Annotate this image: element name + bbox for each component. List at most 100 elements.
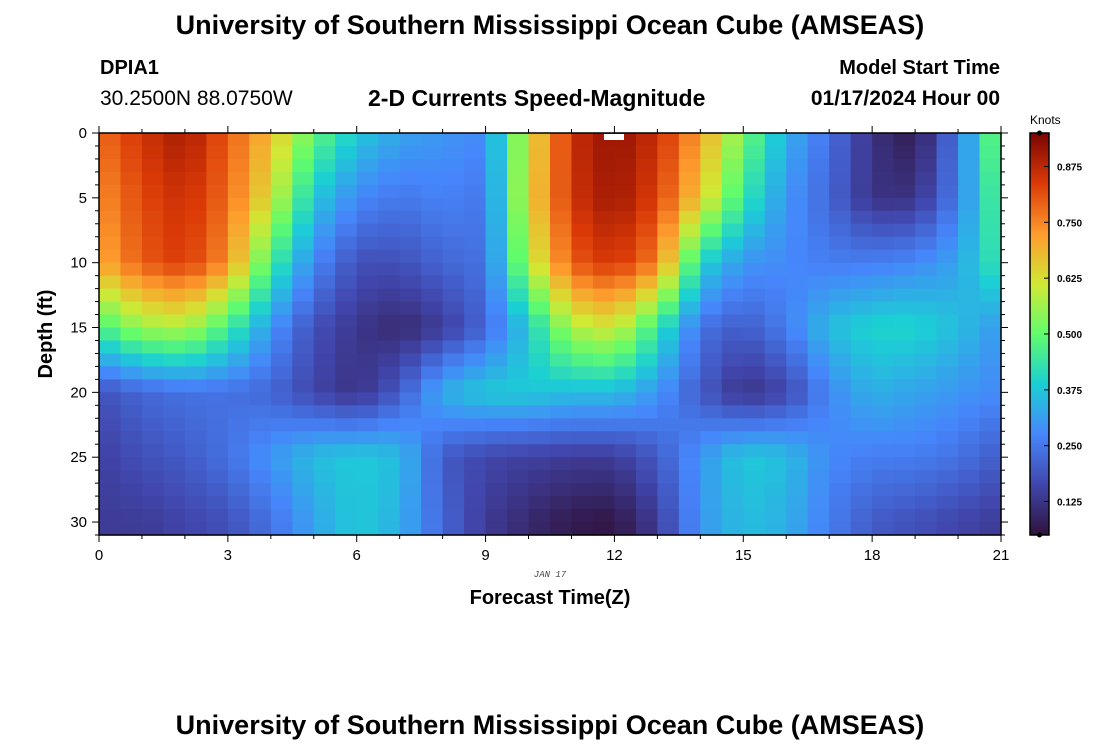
- heatmap-cell: [893, 288, 916, 303]
- heatmap-cell: [421, 210, 444, 225]
- heatmap-cell: [507, 366, 530, 380]
- heatmap-cell: [227, 145, 250, 160]
- heatmap-cell: [915, 223, 938, 238]
- heatmap-cell: [528, 327, 551, 342]
- heatmap-cell: [464, 457, 487, 471]
- heatmap-cell: [635, 171, 658, 186]
- heatmap-cell: [657, 210, 680, 225]
- x-tick-label: 0: [95, 547, 103, 564]
- heatmap-cell: [829, 457, 852, 471]
- heatmap-cell: [507, 483, 530, 497]
- heatmap-cell: [270, 483, 293, 497]
- heatmap-cell: [378, 249, 401, 264]
- x-axis-title: Forecast Time(Z): [470, 587, 631, 609]
- heatmap-cell: [614, 210, 637, 225]
- heatmap-cell: [786, 340, 809, 355]
- heatmap-cell: [786, 496, 809, 510]
- heatmap-cell: [936, 249, 959, 264]
- heatmap-cell: [807, 133, 830, 147]
- heatmap-cell: [915, 522, 938, 536]
- heatmap-cell: [141, 158, 165, 173]
- heatmap-cell: [764, 340, 787, 355]
- heatmap-cell: [850, 457, 873, 471]
- heatmap-cell: [485, 353, 508, 368]
- heatmap-cell: [399, 444, 422, 458]
- heatmap-cell: [141, 431, 165, 445]
- heatmap-cell: [936, 431, 959, 445]
- heatmap-cell: [786, 288, 809, 303]
- heatmap-cell: [700, 470, 723, 484]
- heatmap-cell: [936, 470, 959, 484]
- heatmap-cell: [227, 509, 250, 523]
- heatmap-cell: [206, 275, 229, 290]
- heatmap-cell: [313, 444, 336, 458]
- heatmap-cell: [485, 314, 508, 329]
- heatmap-cell: [893, 353, 916, 368]
- heatmap-cell: [399, 288, 422, 303]
- heatmap-cell: [550, 262, 573, 277]
- heatmap-cell: [507, 262, 530, 277]
- heatmap-cell: [464, 340, 487, 355]
- heatmap-cell: [356, 171, 379, 186]
- heatmap-cell: [872, 457, 895, 471]
- heatmap-cell: [893, 184, 916, 199]
- heatmap-cell: [184, 483, 207, 497]
- heatmap-cell: [678, 288, 701, 303]
- heatmap-cell: [120, 184, 143, 199]
- heatmap-cell: [507, 158, 530, 173]
- heatmap-cell: [979, 145, 1002, 160]
- heatmap-cell: [335, 301, 358, 316]
- heatmap-cell: [335, 509, 358, 523]
- heatmap-cell: [442, 145, 465, 160]
- colorbar-ticks: 0.125 0.250 0.375 0.500 0.625 0.750 0.875: [1037, 130, 1082, 538]
- heatmap-cell: [485, 457, 508, 471]
- heatmap-cell: [227, 340, 250, 355]
- heatmap-cell: [528, 509, 551, 523]
- heatmap-cell: [249, 483, 272, 497]
- heatmap-cell: [958, 392, 981, 406]
- heatmap-cell: [614, 496, 637, 510]
- heatmap-cell: [614, 340, 637, 355]
- heatmap-cell: [378, 327, 401, 342]
- heatmap-cell: [313, 210, 336, 225]
- heatmap-cell: [141, 171, 165, 186]
- heatmap-cell: [399, 301, 422, 316]
- heatmap-cell: [936, 288, 959, 303]
- heatmap-cell: [979, 483, 1002, 497]
- heatmap-cell: [99, 392, 122, 406]
- heatmap-cell: [786, 249, 809, 264]
- heatmap-cell: [721, 158, 744, 173]
- heatmap-cell: [120, 483, 143, 497]
- heatmap-cell: [592, 379, 616, 393]
- heatmap-cell: [399, 197, 422, 212]
- heatmap-cell: [915, 301, 938, 316]
- heatmap-cell: [786, 444, 809, 458]
- heatmap-cell: [850, 171, 873, 186]
- heatmap-cell: [592, 522, 616, 536]
- heatmap-cell: [227, 379, 250, 393]
- heatmap-cell: [163, 431, 186, 445]
- heatmap-cell: [270, 327, 293, 342]
- heatmap-cell: [335, 353, 358, 368]
- heatmap-cell: [270, 145, 293, 160]
- heatmap-cell: [399, 340, 422, 355]
- heatmap-cell: [249, 236, 272, 251]
- heatmap-cell: [700, 158, 723, 173]
- heatmap-cell: [227, 353, 250, 368]
- heatmap-cell: [571, 522, 594, 536]
- heatmap-cell: [829, 353, 852, 368]
- heatmap-cell: [464, 133, 487, 147]
- heatmap-cell: [184, 353, 207, 368]
- heatmap-cell: [141, 522, 165, 536]
- heatmap-cell: [464, 210, 487, 225]
- heatmap-cell: [764, 158, 787, 173]
- colorbar-tick-label: 0.500: [1057, 330, 1082, 341]
- heatmap-cell: [829, 275, 852, 290]
- heatmap-cell: [850, 431, 873, 445]
- heatmap-cell: [979, 353, 1002, 368]
- heatmap-cell: [721, 405, 744, 419]
- heatmap-cell: [356, 288, 379, 303]
- heatmap-cell: [915, 197, 938, 212]
- heatmap-cell: [356, 379, 379, 393]
- heatmap-cell: [442, 470, 465, 484]
